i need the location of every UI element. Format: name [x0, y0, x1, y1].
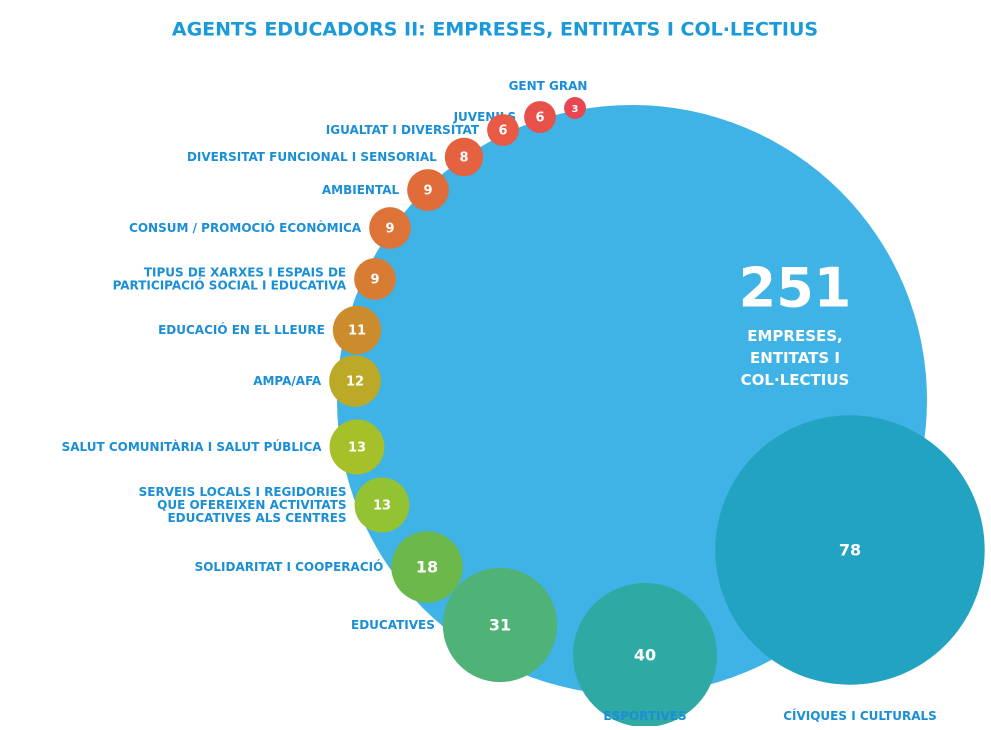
- bubble: [329, 355, 381, 407]
- bubble: [715, 415, 985, 685]
- category-label: AMPA/AFA: [253, 374, 322, 388]
- category-label: EDUCACIÓ EN EL LLEURE: [158, 322, 325, 337]
- bubble-value: 40: [634, 646, 656, 665]
- bubble: [369, 207, 411, 249]
- bubble-value: 9: [385, 222, 394, 237]
- bubble: [444, 137, 484, 177]
- category-label: DIVERSITAT FUNCIONAL I SENSORIAL: [187, 150, 437, 164]
- bubble-value: 9: [423, 184, 432, 199]
- bubble: [354, 477, 410, 533]
- chart-title: AGENTS EDUCADORS II: EMPRESES, ENTITATS …: [172, 19, 818, 41]
- bubble: [487, 114, 519, 146]
- bubble: [442, 567, 558, 683]
- bubble: [391, 531, 463, 603]
- bubble-value: 13: [373, 499, 391, 514]
- category-label: IGUALTAT I DIVERSITAT: [326, 123, 480, 137]
- bubble: [564, 97, 586, 119]
- category-label: ESPORTIVES: [603, 709, 686, 723]
- bubble-value: 11: [348, 324, 366, 339]
- bubble: [407, 169, 449, 211]
- category-label: EDUCATIVES: [351, 618, 435, 632]
- total-label: EMPRESES, ENTITATS I COL·LECTIUS: [741, 327, 850, 389]
- bubble-value: 6: [498, 124, 507, 139]
- bubble-value: 6: [535, 111, 544, 126]
- category-label: CONSUM / PROMOCIÓ ECONÒMICA: [129, 220, 362, 235]
- bubble-value: 8: [459, 151, 468, 166]
- bubble-value: 9: [370, 273, 379, 288]
- total-value: 251: [739, 257, 852, 320]
- category-label: SERVEIS LOCALS I REGIDORIES QUE OFEREIXEN…: [139, 485, 347, 525]
- bubble: [332, 305, 382, 355]
- bubble-value: 13: [348, 441, 366, 456]
- category-label: CÍVIQUES I CULTURALS: [783, 708, 937, 723]
- category-label: TIPUS DE XARXES I ESPAIS DE PARTICIPACIÓ …: [113, 265, 347, 292]
- bubble: [524, 101, 556, 133]
- bubble-value: 18: [416, 558, 438, 577]
- category-label: GENT GRAN: [509, 79, 588, 93]
- category-label: AMBIENTAL: [322, 183, 400, 197]
- bubble-value: 31: [489, 616, 511, 635]
- bubble: [573, 583, 717, 727]
- bubble-value: 12: [346, 375, 364, 390]
- bubble-value: 78: [839, 541, 861, 560]
- category-label: SOLIDARITAT I COOPERACIÓ: [195, 559, 384, 574]
- bubble: [354, 258, 396, 300]
- bubble-value: 3: [572, 104, 579, 115]
- bubble: [329, 419, 385, 475]
- category-label: SALUT COMUNITÀRIA I SALUT PÚBLICA: [62, 439, 323, 454]
